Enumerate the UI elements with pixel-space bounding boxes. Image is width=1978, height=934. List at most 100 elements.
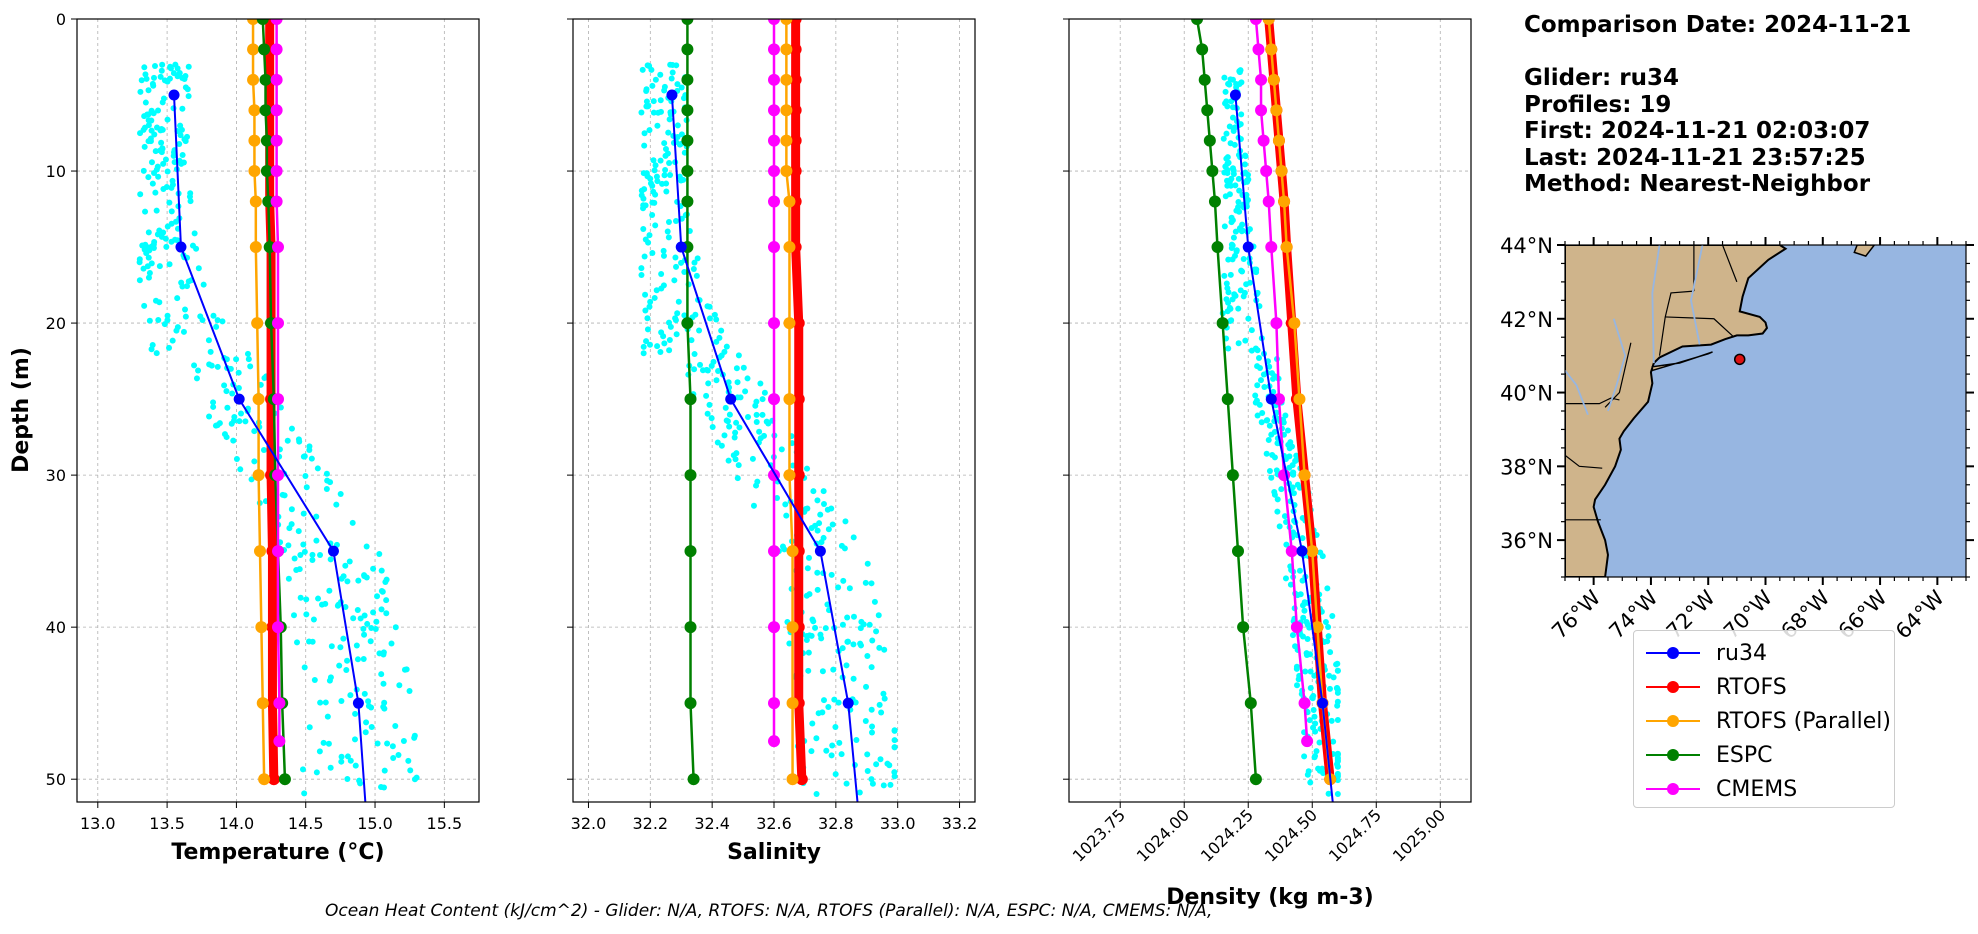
- legend-swatch-marker: [1667, 681, 1679, 693]
- series-point: [768, 393, 780, 406]
- raw-glider-point: [1230, 170, 1237, 177]
- raw-glider-point: [355, 577, 362, 584]
- raw-glider-point: [742, 388, 749, 395]
- raw-glider-point: [233, 455, 240, 462]
- raw-glider-point: [380, 680, 387, 687]
- raw-glider-point: [706, 401, 713, 408]
- raw-glider-point: [753, 418, 760, 425]
- raw-glider-point: [145, 254, 152, 261]
- series-point: [1301, 735, 1314, 748]
- raw-glider-point: [300, 510, 307, 517]
- series-point: [1249, 19, 1262, 25]
- state-border: [1665, 316, 1735, 338]
- raw-glider-point: [642, 291, 649, 298]
- raw-glider-point: [184, 283, 191, 290]
- series-point: [272, 621, 284, 634]
- raw-glider-point: [296, 566, 303, 573]
- raw-glider-point: [353, 642, 360, 649]
- raw-glider-point: [650, 188, 657, 195]
- raw-glider-point: [1245, 171, 1252, 178]
- raw-glider-point: [1266, 422, 1273, 429]
- raw-glider-point: [868, 729, 875, 736]
- raw-glider-point: [360, 625, 367, 632]
- raw-glider-point: [665, 219, 672, 226]
- series-point: [272, 393, 284, 406]
- raw-glider-point: [277, 404, 284, 411]
- legend-label: RTOFS: [1716, 674, 1787, 700]
- raw-glider-point: [774, 494, 781, 501]
- raw-glider-point: [640, 202, 647, 209]
- raw-glider-point: [726, 411, 733, 418]
- raw-glider-point: [1299, 535, 1306, 542]
- series-point: [1226, 469, 1239, 482]
- raw-glider-point: [223, 388, 230, 395]
- raw-glider-point: [337, 644, 344, 651]
- long-island: [1651, 351, 1713, 372]
- raw-glider-point: [158, 139, 165, 146]
- x-tick-label: 15.0: [357, 814, 393, 833]
- raw-glider-point: [641, 186, 648, 193]
- raw-glider-point: [182, 306, 189, 313]
- series-point: [262, 195, 275, 208]
- raw-glider-point: [1221, 169, 1228, 176]
- map-lat-label: 42°N: [1500, 308, 1553, 332]
- raw-glider-point: [340, 573, 347, 580]
- raw-glider-point: [733, 365, 740, 372]
- series-point: [1262, 195, 1275, 208]
- raw-glider-point: [313, 513, 320, 520]
- raw-glider-point: [212, 422, 219, 429]
- raw-glider-point: [378, 606, 385, 613]
- map-lon-label: 76°W: [1547, 585, 1605, 643]
- raw-glider-point: [1325, 790, 1332, 797]
- raw-glider-point: [666, 160, 673, 167]
- raw-glider-point: [715, 368, 722, 375]
- raw-glider-point: [660, 252, 667, 259]
- raw-glider-point: [850, 675, 857, 682]
- series-point: [842, 697, 854, 709]
- raw-glider-point: [744, 375, 751, 382]
- series-point: [1275, 165, 1288, 178]
- raw-glider-point: [862, 717, 869, 724]
- raw-glider-point: [248, 476, 255, 483]
- raw-glider-point: [678, 177, 685, 184]
- raw-glider-point: [392, 624, 399, 631]
- raw-glider-point: [1239, 268, 1246, 275]
- raw-glider-point: [309, 551, 316, 558]
- raw-glider-point: [1255, 354, 1262, 361]
- series-point: [1244, 697, 1257, 710]
- series-point: [247, 73, 260, 86]
- method: Method: Nearest-Neighbor: [1524, 171, 1871, 197]
- raw-glider-point: [699, 367, 706, 374]
- raw-glider-point: [1290, 529, 1297, 536]
- raw-glider-point: [674, 81, 681, 88]
- raw-glider-point: [169, 177, 176, 184]
- raw-glider-point: [187, 198, 194, 205]
- raw-glider-point: [856, 789, 863, 796]
- raw-glider-point: [368, 625, 375, 632]
- raw-glider-point: [178, 160, 185, 167]
- raw-glider-point: [373, 618, 380, 625]
- raw-glider-point: [857, 640, 864, 647]
- series-point: [768, 73, 780, 86]
- raw-glider-point: [352, 762, 359, 769]
- raw-glider-point: [1316, 739, 1323, 746]
- raw-glider-point: [830, 666, 837, 673]
- legend-item-rtofs-parallel: RTOFS (Parallel): [1644, 706, 1891, 736]
- raw-glider-point: [311, 676, 318, 683]
- raw-glider-point: [346, 558, 353, 565]
- raw-glider-point: [810, 488, 817, 495]
- raw-glider-point: [1292, 457, 1299, 464]
- raw-glider-point: [713, 316, 720, 323]
- raw-glider-point: [744, 414, 751, 421]
- raw-glider-point: [350, 615, 357, 622]
- x-tick-label: 13.0: [80, 814, 116, 833]
- raw-glider-point: [753, 411, 760, 418]
- raw-glider-point: [210, 399, 217, 406]
- raw-glider-point: [288, 506, 295, 513]
- raw-glider-point: [645, 62, 652, 69]
- raw-glider-point: [829, 521, 836, 528]
- series-point: [725, 393, 737, 405]
- raw-glider-point: [641, 130, 648, 137]
- raw-glider-point: [168, 220, 175, 227]
- series-point: [267, 773, 280, 786]
